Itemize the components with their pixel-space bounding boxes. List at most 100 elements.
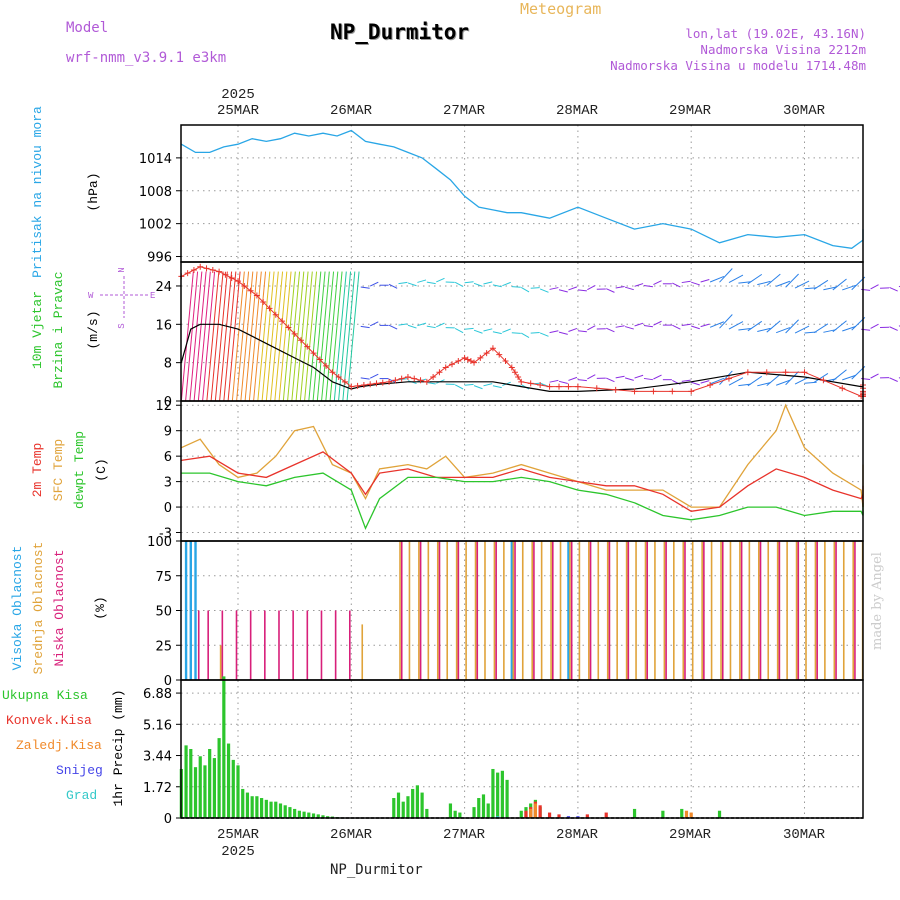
wind-arrow — [426, 281, 436, 285]
wind-arrow — [823, 286, 837, 291]
precip-tick-label: 1.72 — [143, 781, 172, 796]
wind-gust-marker — [247, 287, 254, 294]
precip-bar-total — [260, 798, 264, 818]
wind-gust-marker — [342, 378, 349, 385]
wind-arrow — [691, 281, 700, 286]
wind-tick-label: 8 — [164, 357, 172, 372]
cloud-bar-srednja — [446, 541, 449, 680]
wind-arrow — [709, 377, 725, 385]
wind-gust-marker — [471, 359, 478, 366]
wind-gust-marker — [707, 382, 714, 389]
wind-gust-marker — [235, 278, 241, 285]
wind-barb-early — [282, 271, 296, 402]
wind-arrow — [360, 325, 370, 329]
wind-gust-marker — [574, 383, 581, 390]
cloud-bar-srednja — [427, 541, 430, 680]
precip-bar-total — [321, 815, 325, 818]
wind-label-1: 10m Vjetar — [30, 291, 45, 369]
wind-arrow — [794, 325, 810, 334]
cloud-bar-srednja — [729, 541, 732, 680]
precip-labels: Ukupna Kisa Konvek.Kisa Zaledj.Kisa Snij… — [2, 688, 126, 807]
wind-barb-early — [338, 271, 352, 402]
wind-arrow — [615, 375, 625, 379]
wind-barb-early — [346, 271, 360, 402]
wind-gust-marker — [228, 274, 235, 281]
wind-arrow — [842, 325, 857, 332]
cloud-unit: (%) — [93, 596, 108, 619]
wind-arrow — [643, 284, 653, 288]
wind-gust-marker — [782, 369, 789, 376]
cloud-bar-niska — [646, 541, 649, 680]
wind-arrow — [492, 284, 502, 288]
cloud-bar-niska — [759, 541, 762, 680]
precip-bar-frz — [684, 810, 689, 818]
cloud-bar-niska — [570, 541, 573, 680]
precip-bar-total — [396, 792, 401, 818]
precip-bar-total — [519, 810, 523, 818]
wind-arrow — [606, 327, 615, 333]
cloud-bar-niska — [797, 541, 800, 680]
precip-bar-total — [278, 803, 283, 818]
wind-unit: (m/s) — [86, 310, 101, 349]
wind-arrow — [369, 373, 379, 379]
cloud-bar-niska — [835, 541, 837, 680]
wind-arrow — [747, 273, 763, 285]
wind-arrow — [719, 370, 733, 385]
cloud-bar-srednja — [805, 541, 807, 680]
compass-w: W — [88, 291, 94, 301]
cloud-bar-niska — [551, 541, 554, 680]
cloud-bar-srednja — [436, 541, 439, 680]
precip-bar-conv — [585, 814, 589, 818]
cloud-bar-srednja — [757, 541, 760, 680]
precip-bar-total — [264, 799, 268, 818]
wind-gust-marker — [190, 266, 197, 273]
cloud-bar-niska — [292, 610, 294, 680]
wind-arrow — [653, 374, 662, 380]
wind-arrow — [813, 323, 829, 334]
precip-bar-total — [245, 792, 250, 818]
precip-bar-total — [717, 810, 722, 818]
wind-arrow — [568, 376, 578, 381]
precip-bar-total — [241, 788, 245, 818]
precip-bar-total — [193, 767, 198, 818]
wind-barb-early — [304, 271, 318, 402]
wind-arrow — [794, 376, 810, 385]
temp-tick-label: 3 — [164, 476, 172, 491]
precip-bar-conv — [524, 810, 528, 818]
wind-arrow — [473, 385, 483, 390]
wind-arrow — [417, 279, 427, 283]
cloud-bar-niska — [854, 541, 856, 680]
wind-arrow — [577, 379, 587, 382]
precip-bar-total — [477, 798, 481, 818]
wind-arrow — [709, 321, 725, 328]
wind-arrow — [473, 329, 483, 334]
footer-station: NP_Durmitor — [330, 862, 423, 878]
cloud-labels: Visoka Oblacnost Srednja Oblacnost Niska… — [10, 542, 108, 675]
day-bottom-5: 30MAR — [783, 827, 826, 843]
wind-tick-label: 16 — [155, 318, 172, 333]
cloud-bar-srednja — [852, 541, 855, 680]
pressure-frame — [180, 124, 864, 263]
wind-gust-marker — [556, 383, 563, 390]
cloud-bar-srednja — [484, 541, 486, 680]
wind-arrow — [757, 280, 771, 286]
bottom-time-axis: 25MAR 2025 26MAR 27MAR 28MAR 29MAR 30MAR — [217, 827, 826, 860]
wind-gust-marker — [184, 270, 191, 277]
wind-arrow — [492, 331, 502, 335]
cloud-bar-srednja — [748, 541, 751, 680]
wind-gust-marker — [216, 268, 223, 275]
wind-arrow — [521, 287, 530, 293]
cloud-bar-niska — [349, 610, 351, 680]
wind-arrow — [558, 289, 568, 293]
wind-arrow — [681, 379, 691, 382]
wind-arrow — [568, 327, 578, 332]
wind-arrow — [776, 379, 791, 386]
wind-gust-marker — [203, 265, 210, 272]
wind-arrow — [511, 286, 521, 288]
wind-gust-marker — [449, 361, 456, 368]
wind-arrow — [738, 328, 751, 331]
cloud-bar-srednja — [474, 541, 477, 680]
wind-gust-marker — [209, 266, 216, 273]
cloud-bar-niska — [778, 541, 781, 680]
cloud-label-3: Niska Oblacnost — [52, 549, 67, 666]
